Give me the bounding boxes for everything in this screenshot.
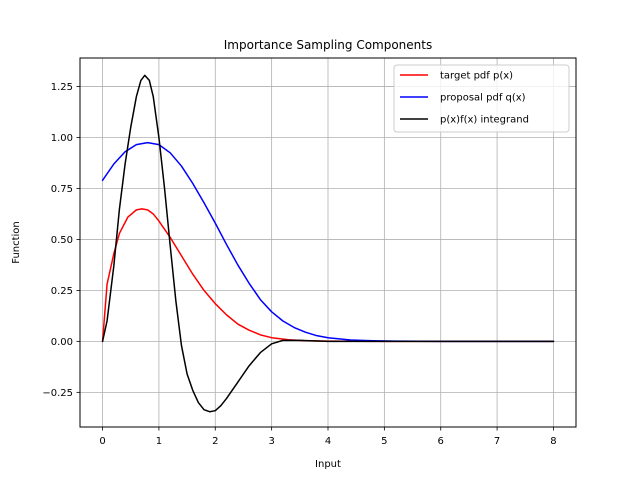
x-tick-label: 4 — [325, 436, 331, 447]
axis-ticks: 0 1 2 3 4 5 6 7 8 −0.25 0.00 0.25 0.50 0.75 1.00 1.25 — [42, 82, 556, 447]
series-line-3 — [101, 74, 555, 413]
y-tick-label: 0.25 — [51, 286, 73, 297]
x-tick-label: 8 — [550, 436, 556, 447]
series-line-2 — [101, 141, 555, 343]
legend-label-3: p(x)f(x) integrand — [440, 115, 529, 126]
chart-title: Importance Sampling Components — [224, 38, 432, 52]
y-tick-label: 0.00 — [51, 337, 73, 348]
x-tick-label: 7 — [494, 436, 500, 447]
y-tick-label: 0.50 — [51, 235, 73, 246]
series-layer — [101, 74, 555, 413]
y-tick-label: −0.25 — [42, 388, 73, 399]
x-tick-label: 5 — [381, 436, 387, 447]
x-tick-label: 0 — [99, 436, 105, 447]
legend-label-2: proposal pdf q(x) — [440, 93, 526, 104]
x-tick-label: 6 — [438, 436, 444, 447]
legend: target pdf p(x) proposal pdf q(x) p(x)f(x)… — [393, 64, 570, 133]
y-tick-label: 1.00 — [51, 133, 73, 144]
y-tick-label: 1.25 — [51, 82, 73, 93]
legend-label-1: target pdf p(x) — [440, 71, 513, 82]
y-axis-label: Function — [11, 221, 22, 264]
x-tick-label: 3 — [268, 436, 274, 447]
x-axis-label: Input — [315, 459, 341, 470]
x-tick-label: 1 — [156, 436, 162, 447]
y-tick-label: 0.75 — [51, 184, 73, 195]
legend-frame — [393, 64, 570, 133]
x-tick-label: 2 — [212, 436, 218, 447]
